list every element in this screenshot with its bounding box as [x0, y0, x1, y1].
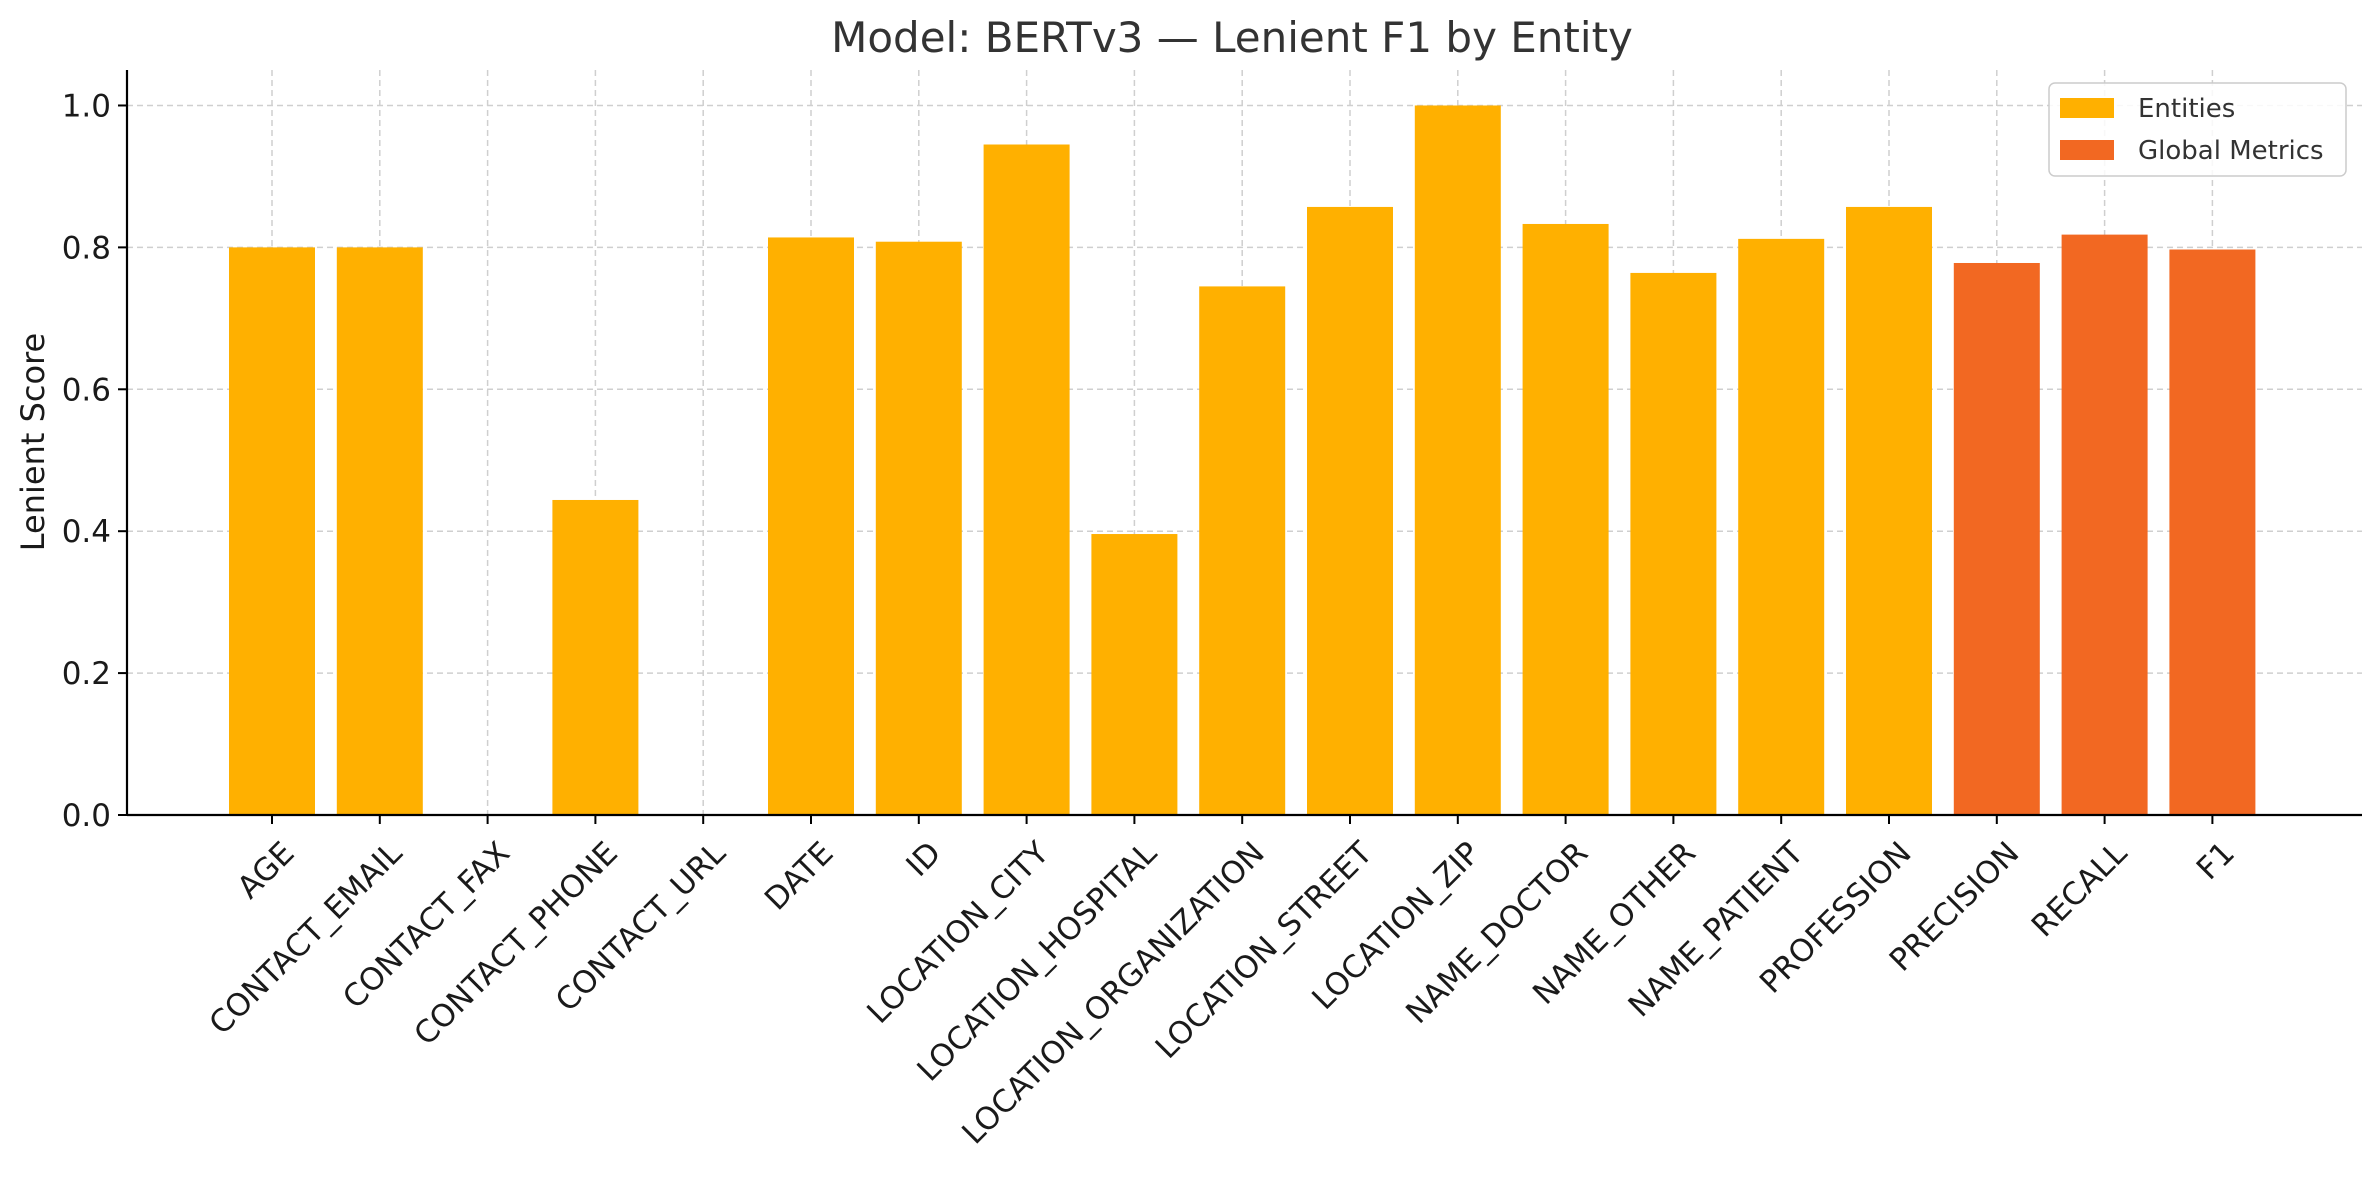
y-tick-label: 0.8: [62, 230, 111, 266]
x-tick-label: ID: [899, 835, 948, 884]
x-tick-label: CONTACT_EMAIL: [202, 835, 409, 1042]
y-tick-label: 0.2: [62, 656, 111, 692]
y-axis-label: Lenient Score: [14, 333, 52, 551]
legend: Entities Global Metrics: [2048, 82, 2347, 177]
bar-location-hospital: [1091, 534, 1178, 815]
bar-age: [229, 247, 315, 815]
bar-profession: [1846, 206, 1932, 815]
x-tick-label: F1: [2190, 835, 2242, 887]
x-tick-label: AGE: [231, 835, 302, 906]
y-tick-label: 0.6: [62, 372, 111, 408]
bars: [229, 105, 2256, 816]
bar-id: [875, 241, 962, 815]
x-tick-label: LOCATION_CITY: [860, 835, 1056, 1031]
bar-location-zip: [1414, 105, 1501, 815]
legend-label-entities: Entities: [2138, 94, 2235, 124]
x-tick-label: DATE: [758, 835, 840, 917]
bar-precision: [1953, 262, 2040, 815]
bar-contact-phone: [552, 499, 639, 815]
bar-name-other: [1630, 272, 1717, 815]
bar-location-city: [983, 144, 1070, 815]
x-tick-label: RECALL: [2025, 835, 2135, 945]
legend-label-global-metrics: Global Metrics: [2138, 136, 2324, 166]
legend-swatch-entities: [2060, 98, 2114, 118]
legend-box: [2048, 82, 2347, 177]
y-tick-label: 0.0: [62, 798, 111, 834]
bar-name-patient: [1738, 238, 1825, 815]
y-tick-label: 1.0: [62, 88, 111, 124]
bar-contact-email: [336, 247, 423, 815]
x-axis-ticks: AGECONTACT_EMAILCONTACT_FAXCONTACT_PHONE…: [202, 815, 2242, 1151]
bar-f1: [2169, 249, 2256, 815]
x-tick-label: NAME_DOCTOR: [1399, 835, 1595, 1031]
bar-location-organization: [1199, 286, 1286, 815]
bar-location-street: [1307, 206, 1393, 815]
y-tick-label: 0.4: [62, 514, 111, 550]
bar-recall: [2061, 234, 2148, 816]
y-axis-ticks: 0.0 0.2 0.4 0.6 0.8 1.0: [62, 88, 127, 834]
x-tick-label: CONTACT_PHONE: [407, 835, 625, 1053]
legend-swatch-global-metrics: [2060, 140, 2114, 160]
chart-title: Model: BERTv3 — Lenient F1 by Entity: [831, 13, 1633, 62]
bar-date: [768, 237, 854, 815]
bar-name-doctor: [1522, 223, 1609, 815]
